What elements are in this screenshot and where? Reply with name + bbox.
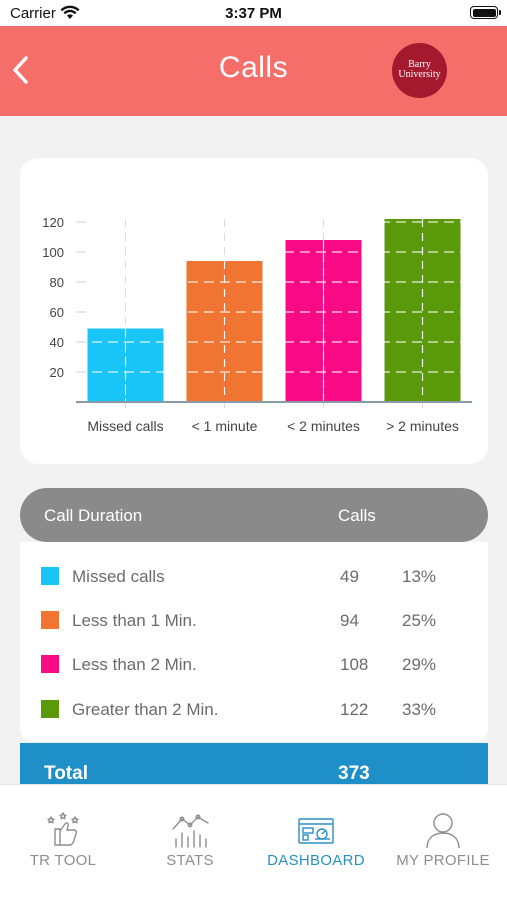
row-percent: 29% bbox=[402, 655, 437, 674]
row-percent: 13% bbox=[402, 567, 437, 586]
table-row: Missed calls 49 13% bbox=[20, 561, 488, 591]
status-time: 3:37 PM bbox=[225, 5, 282, 22]
y-tick-label: 80 bbox=[50, 275, 64, 290]
thumbs-up-stars-icon bbox=[47, 812, 79, 846]
row-percent: 25% bbox=[402, 611, 437, 630]
battery-icon bbox=[470, 6, 501, 19]
tab-dashboard[interactable]: DASHBOARD bbox=[253, 785, 379, 900]
page-title: Calls bbox=[218, 51, 289, 84]
color-swatch bbox=[41, 611, 59, 629]
header-bar: Calls Barry University bbox=[0, 26, 507, 116]
table-row: Less than 1 Min. 94 25% bbox=[20, 605, 488, 635]
tab-stats[interactable]: STATS bbox=[127, 785, 253, 900]
table-row: Greater than 2 Min. 122 33% bbox=[20, 694, 488, 724]
tab-label: STATS bbox=[166, 852, 214, 869]
y-tick-label: 20 bbox=[50, 365, 64, 380]
dashboard-icon bbox=[298, 818, 334, 844]
tab-label: DASHBOARD bbox=[267, 852, 365, 869]
x-tick-label: < 2 minutes bbox=[287, 418, 360, 434]
table-row: Less than 2 Min. 108 29% bbox=[20, 649, 488, 679]
table-header: Call Duration Calls bbox=[20, 488, 488, 542]
tab-my-profile[interactable]: MY PROFILE bbox=[380, 785, 506, 900]
user-profile-icon bbox=[426, 813, 460, 849]
logo-line-1: Barry bbox=[408, 59, 431, 70]
y-tick-label: 60 bbox=[50, 305, 64, 320]
y-tick-label: 40 bbox=[50, 335, 64, 350]
tab-label: MY PROFILE bbox=[396, 852, 490, 869]
bottom-tab-bar: TR TOOL STATS DASHBOARD bbox=[0, 784, 507, 900]
total-value: 373 bbox=[338, 763, 370, 784]
row-count: 108 bbox=[340, 655, 369, 674]
row-count: 49 bbox=[340, 567, 359, 586]
column-header-calls: Calls bbox=[338, 506, 376, 525]
row-label: Less than 2 Min. bbox=[72, 655, 197, 674]
color-swatch bbox=[41, 655, 59, 673]
row-count: 122 bbox=[340, 700, 369, 719]
x-tick-label: > 2 minutes bbox=[386, 418, 459, 434]
stats-chart-icon bbox=[172, 814, 209, 848]
calls-chart-card: 20 40 60 80 100 120 Missed calls < 1 minute < 2 … bbox=[20, 158, 488, 464]
calls-bar-chart: 20 40 60 80 100 120 Missed calls < 1 minute < 2 … bbox=[42, 215, 472, 434]
column-header-duration: Call Duration bbox=[44, 506, 143, 525]
color-swatch bbox=[41, 700, 59, 718]
y-tick-label: 120 bbox=[42, 215, 64, 230]
tab-label: TR TOOL bbox=[29, 852, 97, 869]
row-percent: 33% bbox=[402, 700, 437, 719]
y-tick-label: 100 bbox=[42, 245, 64, 260]
row-label: Greater than 2 Min. bbox=[72, 700, 219, 719]
total-label: Total bbox=[44, 763, 88, 784]
status-bar: Carrier 3:37 PM bbox=[0, 0, 507, 26]
x-tick-label: Missed calls bbox=[87, 418, 163, 434]
color-swatch bbox=[41, 567, 59, 585]
wifi-icon bbox=[60, 5, 80, 19]
row-count: 94 bbox=[340, 611, 359, 630]
call-duration-table: Missed calls 49 13% Less than 1 Min. 94 … bbox=[20, 542, 488, 742]
barry-university-logo: Barry University bbox=[392, 43, 447, 98]
back-arrow-icon[interactable] bbox=[6, 50, 46, 90]
carrier-label: Carrier bbox=[10, 5, 56, 22]
x-tick-label: < 1 minute bbox=[192, 418, 258, 434]
logo-line-2: University bbox=[398, 69, 441, 80]
tab-tr-tool[interactable]: TR TOOL bbox=[0, 785, 126, 900]
row-label: Less than 1 Min. bbox=[72, 611, 197, 630]
row-label: Missed calls bbox=[72, 567, 165, 586]
